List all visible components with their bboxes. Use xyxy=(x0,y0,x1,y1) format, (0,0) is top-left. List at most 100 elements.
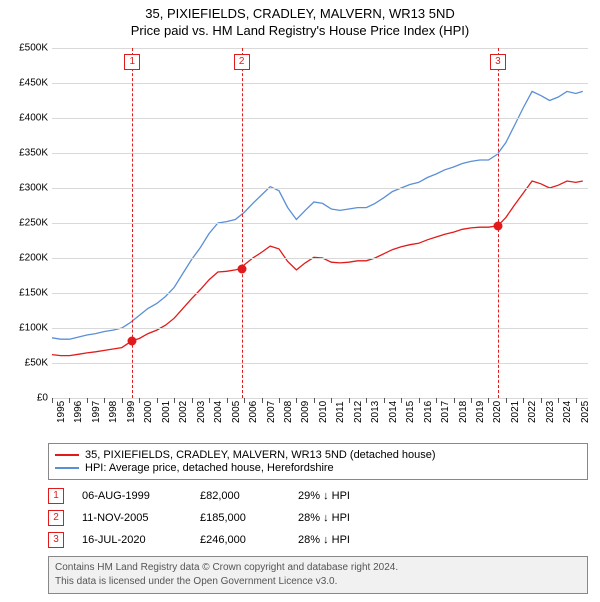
x-tick xyxy=(104,398,105,403)
x-tick xyxy=(349,398,350,403)
event-row-badge: 3 xyxy=(48,532,64,548)
x-axis-label: 2001 xyxy=(161,401,172,423)
x-axis-label: 2002 xyxy=(178,401,189,423)
x-axis-label: 2006 xyxy=(248,401,259,423)
event-row-delta: 28% ↓ HPI xyxy=(298,534,350,546)
x-tick xyxy=(52,398,53,403)
x-axis-label: 2009 xyxy=(300,401,311,423)
title-sub: Price paid vs. HM Land Registry's House … xyxy=(0,23,600,38)
y-axis-label: £300K xyxy=(0,183,48,194)
legend-item: 35, PIXIEFIELDS, CRADLEY, MALVERN, WR13 … xyxy=(55,449,581,461)
x-axis-label: 2011 xyxy=(335,401,346,423)
event-row-price: £246,000 xyxy=(200,534,280,546)
title-main: 35, PIXIEFIELDS, CRADLEY, MALVERN, WR13 … xyxy=(0,6,600,21)
x-tick xyxy=(523,398,524,403)
event-row: 106-AUG-1999£82,00029% ↓ HPI xyxy=(48,488,588,504)
event-line xyxy=(132,48,133,398)
plot-area: £0£50K£100K£150K£200K£250K£300K£350K£400… xyxy=(52,48,588,399)
x-tick xyxy=(69,398,70,403)
event-row-delta: 28% ↓ HPI xyxy=(298,512,350,524)
x-tick xyxy=(244,398,245,403)
y-axis-label: £0 xyxy=(0,393,48,404)
event-row-badge: 1 xyxy=(48,488,64,504)
events-table: 106-AUG-1999£82,00029% ↓ HPI211-NOV-2005… xyxy=(48,488,588,548)
sale-marker xyxy=(128,336,137,345)
x-axis-label: 2024 xyxy=(562,401,573,423)
x-tick xyxy=(436,398,437,403)
y-axis-label: £200K xyxy=(0,253,48,264)
x-tick xyxy=(576,398,577,403)
x-tick xyxy=(488,398,489,403)
y-axis-label: £450K xyxy=(0,78,48,89)
event-row-delta: 29% ↓ HPI xyxy=(298,490,350,502)
x-axis-label: 2018 xyxy=(458,401,469,423)
x-tick xyxy=(279,398,280,403)
x-axis-label: 2020 xyxy=(492,401,503,423)
x-axis-label: 2003 xyxy=(196,401,207,423)
x-axis-label: 2025 xyxy=(580,401,591,423)
x-axis-label: 2016 xyxy=(423,401,434,423)
legend-label: HPI: Average price, detached house, Here… xyxy=(85,462,334,474)
event-row-price: £185,000 xyxy=(200,512,280,524)
legend-swatch xyxy=(55,454,79,456)
x-tick xyxy=(209,398,210,403)
event-row: 3 16-JUL-2020 £246,000 28% ↓ HPI xyxy=(48,532,588,548)
x-axis-label: 2005 xyxy=(231,401,242,423)
legend: 35, PIXIEFIELDS, CRADLEY, MALVERN, WR13 … xyxy=(48,443,588,480)
x-axis-label: 1998 xyxy=(108,401,119,423)
x-axis-label: 2013 xyxy=(370,401,381,423)
event-row: 211-NOV-2005£185,00028% ↓ HPI xyxy=(48,510,588,526)
footer-line: This data is licensed under the Open Gov… xyxy=(55,575,581,589)
y-axis-label: £400K xyxy=(0,113,48,124)
x-axis-label: 1995 xyxy=(56,401,67,423)
chart-container: 35, PIXIEFIELDS, CRADLEY, MALVERN, WR13 … xyxy=(0,0,600,594)
x-axis-label: 2010 xyxy=(318,401,329,423)
y-axis-label: £250K xyxy=(0,218,48,229)
x-tick xyxy=(506,398,507,403)
legend-item: HPI: Average price, detached house, Here… xyxy=(55,462,581,474)
event-row-date: 16-JUL-2020 xyxy=(82,534,182,546)
x-axis-label: 2014 xyxy=(388,401,399,423)
titles: 35, PIXIEFIELDS, CRADLEY, MALVERN, WR13 … xyxy=(0,0,600,38)
event-badge: 3 xyxy=(490,54,506,70)
x-axis-label: 1999 xyxy=(126,401,137,423)
legend-swatch xyxy=(55,467,79,469)
event-line xyxy=(242,48,243,398)
x-tick xyxy=(558,398,559,403)
x-axis-label: 2015 xyxy=(405,401,416,423)
y-axis-label: £350K xyxy=(0,148,48,159)
x-axis-label: 2019 xyxy=(475,401,486,423)
x-axis-label: 2021 xyxy=(510,401,521,423)
y-axis-label: £50K xyxy=(0,358,48,369)
x-tick xyxy=(296,398,297,403)
x-tick xyxy=(454,398,455,403)
x-tick xyxy=(262,398,263,403)
x-tick xyxy=(192,398,193,403)
y-axis-label: £150K xyxy=(0,288,48,299)
footer-line: Contains HM Land Registry data © Crown c… xyxy=(55,561,581,575)
legend-label: 35, PIXIEFIELDS, CRADLEY, MALVERN, WR13 … xyxy=(85,449,436,461)
x-tick xyxy=(384,398,385,403)
x-tick xyxy=(331,398,332,403)
x-axis-label: 2022 xyxy=(527,401,538,423)
sale-marker xyxy=(237,264,246,273)
gridline xyxy=(52,398,588,399)
x-axis-label: 2012 xyxy=(353,401,364,423)
x-axis-label: 1996 xyxy=(73,401,84,423)
x-tick xyxy=(174,398,175,403)
x-tick xyxy=(419,398,420,403)
y-axis-label: £100K xyxy=(0,323,48,334)
footer: Contains HM Land Registry data © Crown c… xyxy=(48,556,588,594)
event-row-badge: 2 xyxy=(48,510,64,526)
x-tick xyxy=(314,398,315,403)
x-axis-label: 2000 xyxy=(143,401,154,423)
x-tick xyxy=(541,398,542,403)
event-badge: 2 xyxy=(234,54,250,70)
x-tick xyxy=(227,398,228,403)
x-axis-label: 2017 xyxy=(440,401,451,423)
x-tick xyxy=(366,398,367,403)
x-tick xyxy=(157,398,158,403)
y-axis-label: £500K xyxy=(0,43,48,54)
x-tick xyxy=(122,398,123,403)
x-axis-label: 2004 xyxy=(213,401,224,423)
